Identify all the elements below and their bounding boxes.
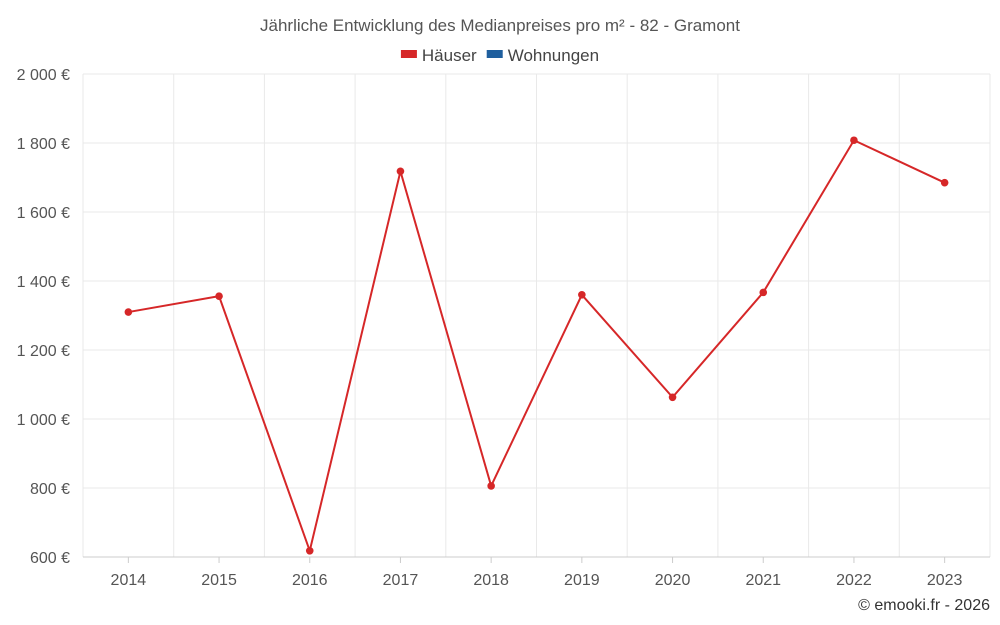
data-point[interactable] — [850, 136, 858, 145]
credit-text: © emooki.fr - 2026 — [858, 597, 990, 614]
data-point[interactable] — [668, 393, 677, 402]
y-tick-label: 2 000 € — [17, 67, 70, 84]
x-tick-label: 2020 — [655, 572, 691, 589]
y-tick-label: 1 000 € — [17, 412, 70, 429]
y-tick-label: 1 600 € — [17, 205, 70, 222]
grid-lines — [82, 73, 991, 558]
x-tick-label: 2023 — [927, 572, 963, 589]
y-tick-label: 1 400 € — [17, 274, 70, 291]
y-tick-label: 800 € — [30, 481, 70, 498]
data-point[interactable] — [215, 292, 223, 300]
series-layer — [124, 136, 949, 555]
y-tick-label: 600 € — [30, 550, 70, 567]
data-point[interactable] — [759, 288, 768, 297]
legend-swatch — [400, 50, 417, 58]
x-tick-label: 2015 — [201, 572, 237, 589]
legend: Häuser Wohnungen — [400, 46, 599, 65]
y-tick-label: 1 200 € — [17, 343, 70, 360]
x-tick-label: 2017 — [383, 572, 419, 589]
data-point[interactable] — [124, 308, 133, 316]
x-tick-label: 2016 — [292, 572, 328, 589]
legend-label[interactable]: Häuser — [422, 46, 477, 65]
x-tick-label: 2021 — [745, 572, 781, 589]
data-point[interactable] — [578, 291, 586, 299]
legend-label[interactable]: Wohnungen — [508, 46, 599, 65]
x-tick-label: 2018 — [473, 572, 509, 589]
axes: 600 € 800 € 1 000 € 1 200 € 1 400 € 1 600 € 1 … — [17, 67, 990, 589]
x-tick-label: 2022 — [836, 572, 872, 589]
x-tick-label: 2014 — [111, 572, 147, 589]
chart-title: Jährliche Entwicklung des Medianpreises … — [260, 16, 740, 35]
legend-swatch — [486, 50, 503, 58]
data-point[interactable] — [396, 167, 405, 176]
y-tick-label: 1 800 € — [17, 136, 70, 153]
data-point[interactable] — [487, 482, 495, 490]
series-line — [128, 138, 946, 555]
data-point[interactable] — [940, 178, 949, 187]
data-point[interactable] — [305, 546, 314, 555]
x-tick-label: 2019 — [564, 572, 600, 589]
